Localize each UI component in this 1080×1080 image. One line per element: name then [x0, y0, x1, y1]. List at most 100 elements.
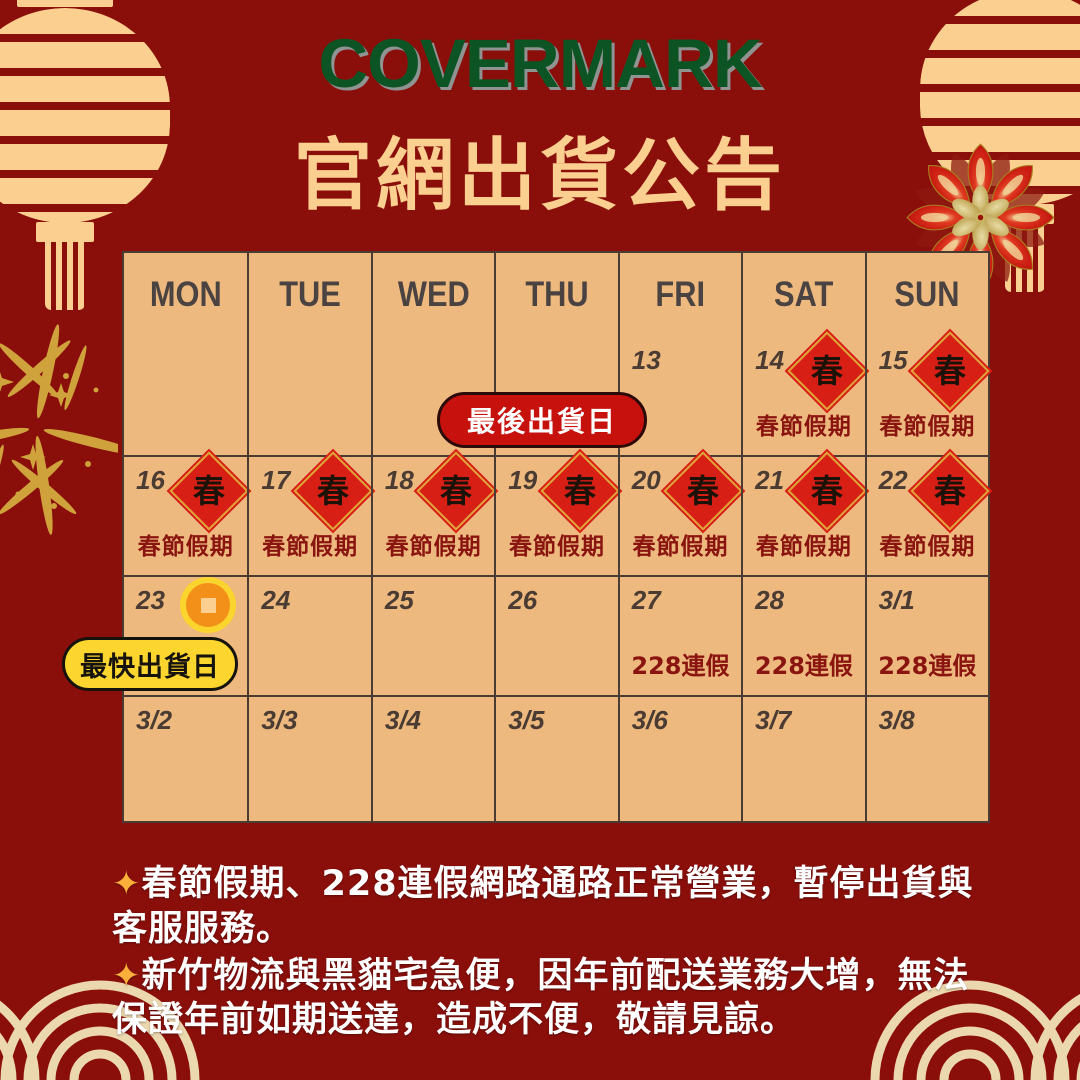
- spring-character: 春: [440, 471, 473, 510]
- day-number: 27: [631, 585, 661, 615]
- day-number: 25: [384, 585, 414, 615]
- calendar-day-cell[interactable]: 3/3: [247, 697, 370, 821]
- day-number: 3/5: [508, 705, 545, 735]
- calendar-day-cell[interactable]: 15 春春節假期: [864, 328, 993, 455]
- footer-notes: ✦春節假期、228連假網路通路正常營業，暫停出貨與客服服務。 ✦新竹物流與黑貓宅…: [112, 862, 992, 1045]
- calendar-day-cell[interactable]: 20 春春節假期: [617, 448, 746, 575]
- spring-diamond-icon: 春: [413, 448, 499, 534]
- calendar-day-cell[interactable]: 21 春春節假期: [741, 448, 870, 575]
- spring-character: 春: [687, 471, 720, 510]
- calendar-day-cell[interactable]: [124, 337, 247, 455]
- spring-diamond-icon: 春: [290, 448, 376, 534]
- day-number: 3/4: [384, 705, 422, 735]
- day-number: 3/6: [631, 705, 668, 735]
- day-number: 19: [508, 465, 538, 495]
- footer-note-2: ✦新竹物流與黑貓宅急便，因年前配送業務大增，無法保證年前如期送達，造成不便，敬請…: [112, 955, 970, 1041]
- calendar-day-cell[interactable]: 19 春春節假期: [494, 448, 623, 575]
- spring-diamond-icon: 春: [784, 328, 870, 414]
- calendar-day-cell[interactable]: 3/4: [370, 697, 494, 821]
- weekday-header-fri: FRI: [617, 253, 741, 337]
- calendar-day-cell[interactable]: 28 228連假: [741, 577, 864, 695]
- calendar-day-cell[interactable]: 22 春春節假期: [864, 448, 993, 575]
- weekday-header-label: THU: [525, 275, 589, 314]
- day-number: 21: [755, 465, 785, 495]
- day-note: 春節假期: [137, 534, 234, 560]
- day-note: 春節假期: [879, 414, 976, 440]
- spring-character: 春: [193, 471, 226, 510]
- calendar-day-cell[interactable]: 26: [494, 577, 617, 695]
- day-note: 春節假期: [755, 534, 852, 560]
- day-note: 春節假期: [509, 534, 606, 560]
- sparkle-icon: ✦: [112, 864, 142, 904]
- weekday-header-label: WED: [397, 275, 470, 314]
- spring-diamond-icon: 春: [907, 328, 993, 414]
- day-number: 28: [755, 585, 785, 615]
- day-note: 春節假期: [262, 534, 359, 560]
- weekday-header-tue: TUE: [247, 253, 370, 337]
- badge-last-shipping-day[interactable]: 最後出貨日: [437, 392, 647, 448]
- weekday-header-sun: SUN: [864, 253, 988, 337]
- calendar-day-cell[interactable]: 3/1 228連假: [864, 577, 988, 695]
- spring-diamond-icon: 春: [166, 448, 252, 534]
- spring-diamond-icon: 春: [907, 448, 993, 534]
- day-note: 228連假: [631, 652, 730, 680]
- day-number: 18: [384, 465, 414, 495]
- day-number: 17: [261, 465, 291, 495]
- day-number: 3/3: [261, 705, 298, 735]
- spring-diamond-icon: 春: [660, 448, 746, 534]
- calendar-day-cell[interactable]: 3/2: [124, 697, 247, 821]
- calendar-week-row: 23 24 25 26 27 228連假 28 228連假 3/1 228連假: [124, 575, 988, 695]
- calendar-day-cell[interactable]: 16 春春節假期: [124, 448, 252, 575]
- spring-diamond-icon: 春: [537, 448, 623, 534]
- weekday-header-label: FRI: [655, 275, 706, 314]
- weekday-header-sat: SAT: [741, 253, 864, 337]
- day-number: 26: [508, 585, 538, 615]
- calendar-day-cell[interactable]: 24: [247, 577, 370, 695]
- day-number: 23: [136, 585, 165, 615]
- day-note: 春節假期: [385, 534, 482, 560]
- shipping-calendar: MON TUE WED THU FRI SAT SUN 13 14 春春節假期 15 春春節假期 16…: [122, 251, 993, 823]
- calendar-week-row: 3/2 3/3 3/4 3/5 3/6 3/7 3/8: [124, 695, 988, 821]
- day-number: 3/2: [136, 705, 173, 735]
- calendar-day-cell[interactable]: [370, 337, 494, 455]
- day-note: 春節假期: [755, 414, 852, 440]
- day-number: 3/7: [755, 705, 792, 735]
- day-note: 228連假: [754, 652, 853, 680]
- day-note: 春節假期: [632, 534, 729, 560]
- calendar-header-row: MON TUE WED THU FRI SAT SUN: [124, 253, 988, 337]
- spring-character: 春: [563, 471, 596, 510]
- calendar-week-row: 13 14 春春節假期 15 春春節假期: [124, 328, 993, 455]
- day-note: 春節假期: [879, 534, 976, 560]
- brand-logo: COVERMARK: [318, 25, 762, 102]
- day-number: 15: [878, 345, 908, 375]
- day-note: 228連假: [878, 652, 977, 680]
- weekday-header-mon: MON: [124, 253, 247, 337]
- page-title: 官網出貨公告: [293, 131, 786, 221]
- coin-icon: [186, 583, 230, 627]
- firework-icon: [0, 324, 118, 535]
- weekday-header-label: TUE: [279, 275, 341, 314]
- day-number: 3/1: [878, 585, 915, 615]
- calendar-day-cell[interactable]: 18 春春節假期: [370, 448, 499, 575]
- footer-note-1: ✦春節假期、228連假網路通路正常營業，暫停出貨與客服服務。: [112, 864, 974, 949]
- calendar-day-cell[interactable]: 3/5: [494, 697, 617, 821]
- weekday-header-label: SUN: [894, 275, 960, 314]
- day-number: 22: [878, 465, 908, 495]
- calendar-day-cell[interactable]: 23: [124, 577, 247, 695]
- day-number: 16: [136, 465, 165, 495]
- calendar-day-cell[interactable]: 3/6: [617, 697, 741, 821]
- weekday-header-label: SAT: [774, 275, 834, 314]
- weekday-header-label: MON: [149, 275, 222, 314]
- calendar-day-cell[interactable]: 17 春春節假期: [247, 448, 376, 575]
- calendar-day-cell[interactable]: 3/7: [741, 697, 864, 821]
- calendar-day-cell[interactable]: [247, 337, 370, 455]
- badge-first-shipping-day[interactable]: 最快出貨日: [62, 637, 238, 691]
- weekday-header-wed: WED: [370, 253, 494, 337]
- spring-diamond-icon: 春: [784, 448, 870, 534]
- spring-character: 春: [316, 471, 349, 510]
- calendar-day-cell[interactable]: 3/8: [864, 697, 988, 821]
- calendar-day-cell[interactable]: 25: [370, 577, 494, 695]
- calendar-day-cell[interactable]: 27 228連假: [617, 577, 741, 695]
- weekday-header-thu: THU: [494, 253, 617, 337]
- calendar-day-cell[interactable]: 14 春春節假期: [741, 328, 870, 455]
